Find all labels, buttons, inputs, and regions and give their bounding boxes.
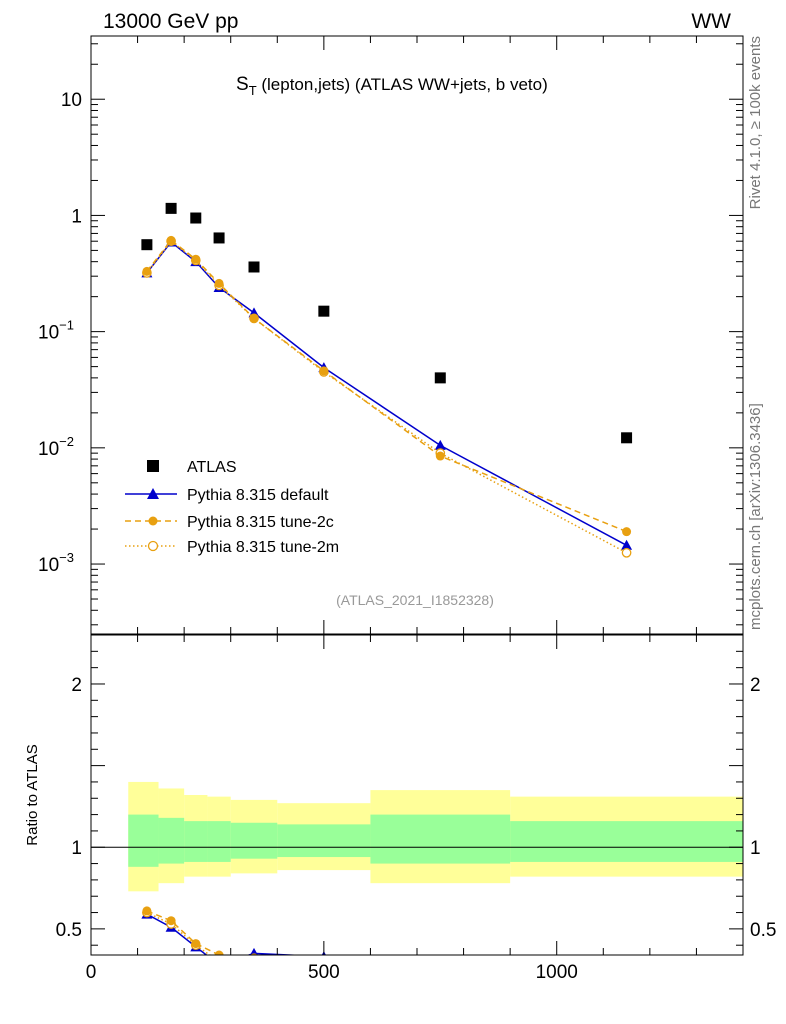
ratio-band-inner-4 <box>230 822 278 859</box>
legend-label-tune2m: Pythia 8.315 tune-2m <box>187 539 339 556</box>
mcplots-label: mcplots.cern.ch [arXiv:1306.3436] <box>747 403 764 630</box>
legend-marker-tune2m <box>147 540 159 552</box>
chart-title: ST (lepton,jets) (ATLAS WW+jets, b veto) <box>236 74 548 98</box>
point-pythia-8-315-tune-2c-6 <box>435 451 445 461</box>
ratio-band-inner-3 <box>207 821 231 862</box>
chart-title-sub: T <box>249 83 257 98</box>
ratio-point-pythia-8-315-tune-2m-3 <box>215 957 223 965</box>
ratio-point-pythia-8-315-tune-2c-7 <box>622 982 631 991</box>
point-atlas-4 <box>248 261 260 273</box>
ratio-band-inner-2 <box>184 821 208 862</box>
ratio-point-pythia-8-315-tune-2c-2 <box>191 939 201 949</box>
y-tick-label-base-2: 10 <box>38 323 59 344</box>
main-series-layer <box>141 202 633 558</box>
y-tick-label-exp-2: −1 <box>59 318 74 333</box>
legend-label-atlas: ATLAS <box>187 459 237 476</box>
chart-title-rest: (lepton,jets) (ATLAS WW+jets, b veto) <box>257 75 548 94</box>
x-tick-label-0: 0 <box>86 962 97 983</box>
ratio-band-inner-1 <box>158 817 185 864</box>
ratio-band-inner-6 <box>370 814 511 864</box>
y-tick-label-base-3: 10 <box>38 439 59 460</box>
ratio-point-pythia-8-315-default-7 <box>621 985 632 995</box>
legend: ATLAS Pythia 8.315 default Pythia 8.315 … <box>125 459 339 556</box>
ratio-point-pythia-8-315-default-6 <box>435 963 446 973</box>
ratio-ylabel: Ratio to ATLAS <box>24 744 41 845</box>
point-pythia-8-315-tune-2c-4 <box>249 313 259 323</box>
point-atlas-3 <box>213 232 225 244</box>
ratio-point-pythia-8-315-tune-2c-3 <box>214 950 224 955</box>
point-atlas-1 <box>165 202 177 214</box>
point-pythia-8-315-tune-2c-1 <box>166 235 176 245</box>
y-tick-label-exp-4: −3 <box>59 550 74 565</box>
ratio-line-pythia-8-315-tune-2m <box>146 911 212 955</box>
legend-label-default: Pythia 8.315 default <box>187 487 329 504</box>
x-tick-label-500: 500 <box>308 962 340 983</box>
y-tick-label-1: 1 <box>71 206 82 227</box>
ratio-band-inner-5 <box>277 824 371 858</box>
point-atlas-2 <box>190 212 202 224</box>
ratio-point-pythia-8-315-tune-2m-6 <box>436 970 444 978</box>
ratio-band-inner-7 <box>510 821 743 862</box>
header-energy: 13000 GeV pp <box>103 10 238 33</box>
point-pythia-8-315-tune-2c-2 <box>191 254 201 264</box>
series-line-pythia-8-315-tune-2c <box>146 239 627 533</box>
point-pythia-8-315-tune-2c-3 <box>214 278 224 288</box>
point-atlas-0 <box>141 239 153 251</box>
y-tick-label-2: 10−1 <box>38 318 74 344</box>
point-atlas-7 <box>621 432 633 444</box>
ratio-tick-label-right-0: 0.5 <box>750 920 776 941</box>
point-pythia-8-315-default-7 <box>621 539 633 550</box>
ratio-point-pythia-8-315-tune-2c-0 <box>142 906 152 916</box>
ratio-point-pythia-8-315-default-4 <box>250 947 258 955</box>
ratio-tick-label-right-2: 2 <box>750 675 761 696</box>
ratio-tick-label-left-2: 2 <box>71 675 82 696</box>
analysis-tag: (ATLAS_2021_I1852328) <box>336 592 494 608</box>
y-tick-label-exp-3: −2 <box>59 434 74 449</box>
y-tick-label-3: 10−2 <box>38 434 74 460</box>
legend-label-tune2c: Pythia 8.315 tune-2c <box>187 514 334 531</box>
ratio-tick-label-left-0: 0.5 <box>56 920 82 941</box>
ratio-band-inner-0 <box>128 814 159 867</box>
chart-title-main: S <box>236 74 249 95</box>
point-atlas-6 <box>434 372 446 384</box>
ratio-point-pythia-8-315-tune-2m-7 <box>622 990 630 998</box>
legend-marker-atlas <box>147 460 159 472</box>
x-tick-label-1000: 1000 <box>536 962 578 983</box>
ratio-point-pythia-8-315-tune-2c-6 <box>436 972 445 981</box>
ratio-tick-label-right-1: 1 <box>750 838 761 859</box>
point-pythia-8-315-tune-2m-7 <box>621 547 632 558</box>
ratio-point-pythia-8-315-tune-2c-1 <box>166 916 176 926</box>
header-process: WW <box>691 10 731 33</box>
ratio-bands <box>91 781 743 892</box>
y-tick-label-0: 10 <box>61 90 82 111</box>
y-tick-label-base-4: 10 <box>38 555 59 576</box>
ratio-series-layer <box>141 906 632 998</box>
ratio-line-pythia-8-315-tune-2c <box>146 910 228 955</box>
point-pythia-8-315-tune-2c-0 <box>142 266 152 276</box>
point-pythia-8-315-default-6 <box>434 439 446 450</box>
point-atlas-5 <box>318 305 330 317</box>
rivet-label: Rivet 4.1.0, ≥ 100k events <box>747 36 764 209</box>
legend-marker-default <box>147 488 159 499</box>
ratio-point-pythia-8-315-default-3 <box>214 959 225 969</box>
y-tick-label-4: 10−3 <box>38 550 74 576</box>
ratio-tick-label-left-1: 1 <box>71 838 82 859</box>
point-pythia-8-315-tune-2c-5 <box>319 366 329 376</box>
legend-marker-tune2c <box>148 516 158 526</box>
point-pythia-8-315-tune-2c-7 <box>622 527 632 537</box>
